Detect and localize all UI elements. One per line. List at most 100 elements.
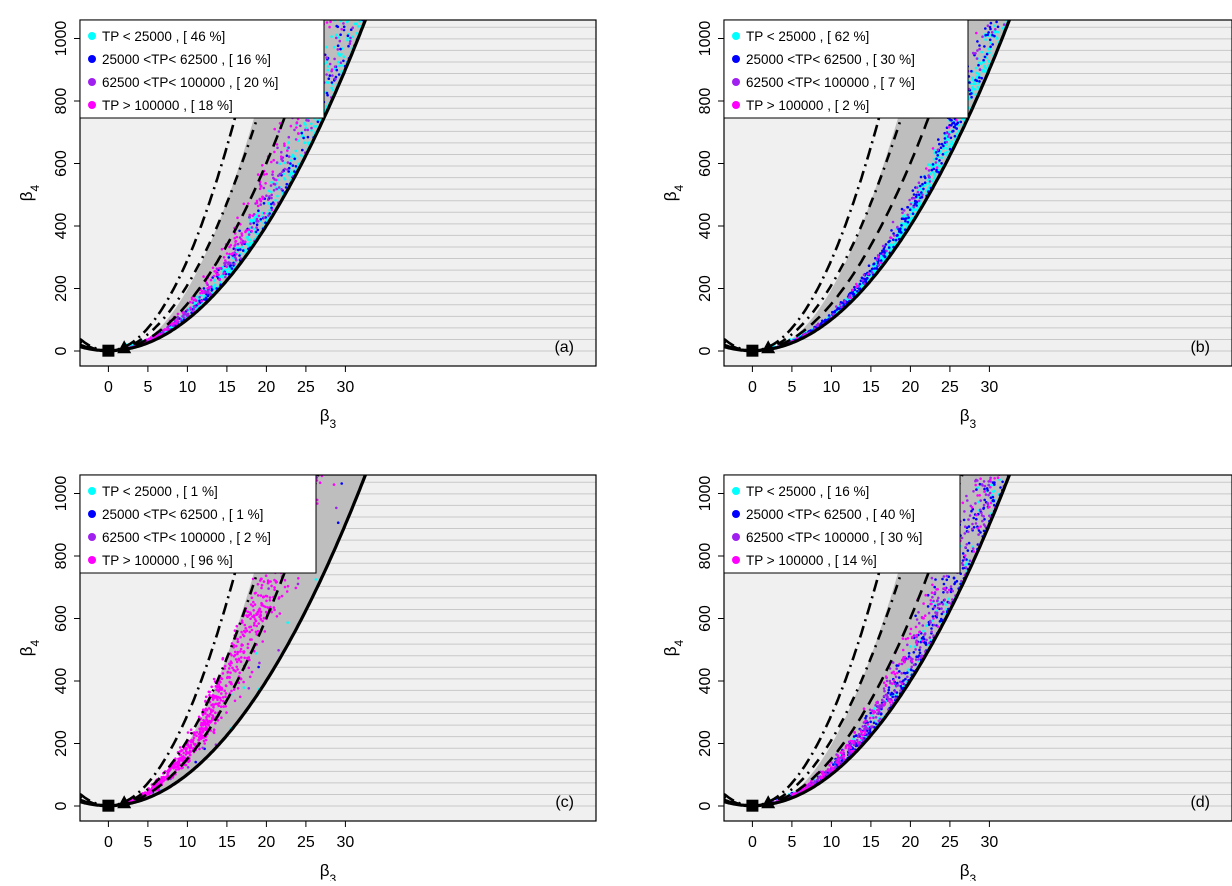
data-point	[954, 135, 957, 138]
data-point	[931, 577, 934, 580]
data-point	[193, 736, 196, 739]
data-point	[340, 61, 343, 64]
data-point	[223, 256, 226, 259]
data-point	[873, 722, 876, 725]
data-point	[270, 161, 273, 164]
data-point	[922, 640, 925, 643]
data-point	[888, 686, 891, 689]
data-point	[297, 577, 300, 580]
data-point	[187, 313, 190, 316]
data-point	[879, 718, 882, 721]
data-point	[249, 676, 252, 679]
data-point	[981, 520, 984, 523]
data-point	[264, 182, 267, 185]
square-marker	[746, 800, 758, 812]
data-point	[239, 248, 242, 251]
data-point	[894, 683, 897, 686]
data-point	[180, 318, 183, 321]
data-point	[993, 477, 996, 480]
data-point	[874, 704, 877, 707]
data-point	[175, 768, 178, 771]
data-point	[901, 663, 904, 666]
data-point	[213, 275, 216, 278]
data-point	[907, 206, 910, 209]
data-point	[261, 196, 264, 199]
data-point	[889, 701, 892, 704]
data-point	[868, 264, 871, 267]
data-point	[871, 725, 874, 728]
data-point	[891, 682, 894, 685]
legend-marker	[732, 101, 740, 109]
data-point	[911, 658, 914, 661]
data-point	[339, 40, 342, 43]
data-point	[857, 741, 860, 744]
data-point	[261, 640, 264, 643]
data-point	[918, 181, 921, 184]
data-point	[273, 609, 276, 612]
data-point	[237, 243, 240, 246]
data-point	[265, 574, 268, 577]
data-point	[212, 267, 215, 270]
data-point	[257, 229, 260, 232]
data-point	[177, 764, 180, 767]
legend-label: TP < 25000 , [ 46 %]	[102, 29, 225, 44]
legend-marker	[732, 556, 740, 564]
data-point	[940, 162, 943, 165]
data-point	[307, 129, 310, 132]
data-point	[221, 248, 224, 251]
data-point	[241, 246, 244, 249]
data-point	[269, 599, 272, 602]
data-point	[163, 776, 166, 779]
data-point	[940, 146, 943, 149]
data-point	[223, 690, 226, 693]
data-point	[226, 265, 229, 268]
data-point	[337, 61, 340, 64]
data-point	[255, 226, 258, 229]
data-point	[296, 122, 299, 125]
data-point	[887, 241, 890, 244]
data-point	[937, 149, 940, 152]
data-point	[305, 126, 308, 129]
data-point	[240, 656, 243, 659]
data-point	[300, 132, 303, 135]
data-point	[256, 223, 259, 226]
data-point	[228, 253, 231, 256]
data-point	[984, 485, 987, 488]
data-point	[945, 141, 948, 144]
data-point	[229, 664, 232, 667]
data-point	[988, 515, 991, 518]
data-point	[901, 212, 904, 215]
data-point	[909, 645, 912, 648]
data-point	[257, 209, 260, 212]
data-point	[220, 705, 223, 708]
data-point	[988, 506, 991, 509]
legend-label: TP > 100000 , [ 18 %]	[102, 98, 233, 113]
y-tick-label: 600	[697, 150, 714, 177]
data-point	[249, 239, 252, 242]
data-point	[224, 259, 227, 262]
data-point	[261, 164, 264, 167]
data-point	[212, 703, 215, 706]
data-point	[277, 649, 280, 652]
data-point	[295, 126, 298, 129]
data-point	[971, 528, 974, 531]
data-point	[243, 203, 246, 206]
data-point	[270, 197, 273, 200]
data-point	[878, 256, 881, 259]
data-point	[894, 673, 897, 676]
data-point	[932, 163, 935, 166]
data-point	[916, 201, 919, 204]
data-point	[918, 200, 921, 203]
data-point	[925, 639, 928, 642]
data-point	[856, 290, 859, 293]
data-point	[997, 476, 1000, 479]
data-point	[864, 717, 867, 720]
data-point	[971, 523, 974, 526]
data-point	[937, 603, 940, 606]
data-point	[835, 759, 838, 762]
data-point	[284, 579, 287, 582]
x-tick-label: 20	[258, 834, 276, 851]
data-point	[248, 244, 251, 247]
data-point	[915, 204, 918, 207]
